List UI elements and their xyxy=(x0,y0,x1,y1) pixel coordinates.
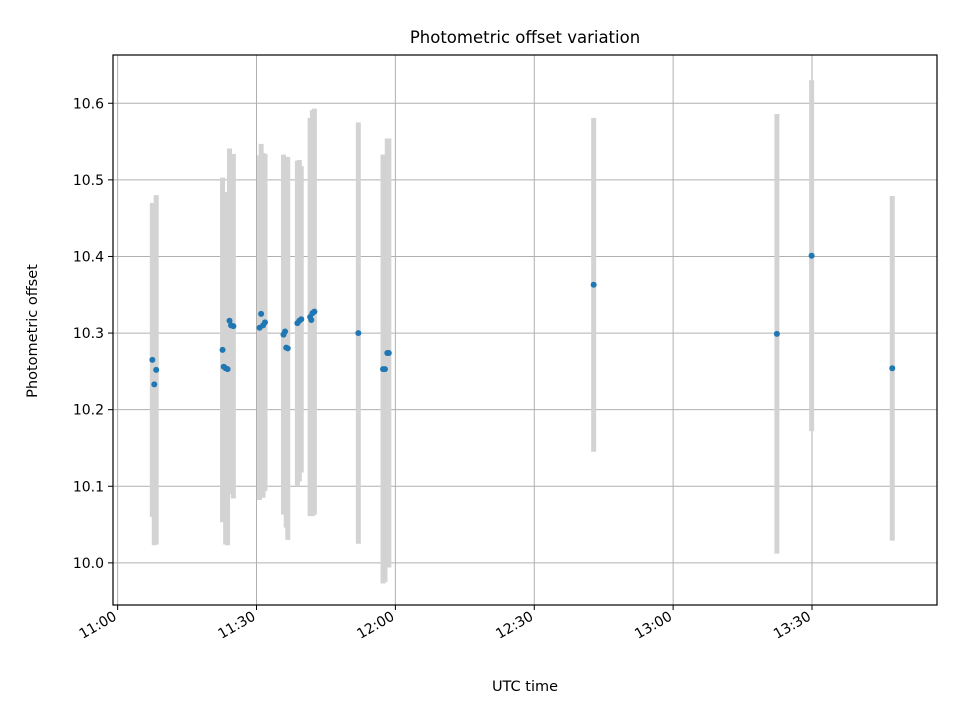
data-point xyxy=(381,366,388,373)
data-point xyxy=(258,310,265,317)
data-point xyxy=(808,252,815,259)
data-point xyxy=(308,317,315,324)
x-axis-label: UTC time xyxy=(492,679,558,695)
y-axis-label: Photometric offset xyxy=(25,264,41,398)
y-tick-label: 10.4 xyxy=(73,249,104,265)
x-tick-label: 11:00 xyxy=(77,609,120,643)
data-points xyxy=(149,252,896,388)
chart-title: Photometric offset variation xyxy=(410,28,640,47)
data-point xyxy=(773,330,780,337)
data-point xyxy=(298,316,305,323)
y-tick-label: 10.1 xyxy=(73,479,104,495)
x-tick-label: 13:30 xyxy=(771,609,814,643)
y-tick-label: 10.5 xyxy=(73,173,104,189)
axes: 11:00 11:30 12:00 12:30 13:00 13:30 10.0 10.1 10… xyxy=(73,96,814,642)
x-tick-label: 12:30 xyxy=(493,609,536,643)
y-tick-label: 10.2 xyxy=(73,403,104,419)
data-point xyxy=(151,381,158,388)
x-tick-label: 13:00 xyxy=(632,609,675,643)
error-bars xyxy=(149,80,895,584)
data-point xyxy=(224,366,231,373)
y-tick-label: 10.0 xyxy=(73,556,104,572)
data-point xyxy=(219,346,226,353)
data-point xyxy=(226,317,233,324)
data-point xyxy=(284,345,291,352)
data-point xyxy=(385,349,392,356)
data-point xyxy=(590,281,597,288)
data-point xyxy=(153,366,160,373)
data-point xyxy=(261,319,268,326)
data-point xyxy=(889,365,896,372)
plot-frame xyxy=(112,54,938,606)
data-point xyxy=(355,330,362,337)
y-tick-label: 10.6 xyxy=(73,96,104,112)
x-tick-label: 11:30 xyxy=(216,609,259,643)
y-tick-label: 10.3 xyxy=(73,326,104,342)
data-point xyxy=(311,308,318,315)
data-point xyxy=(230,323,237,330)
x-tick-label: 12:00 xyxy=(354,609,397,643)
data-point xyxy=(282,328,289,335)
data-point xyxy=(149,356,156,363)
